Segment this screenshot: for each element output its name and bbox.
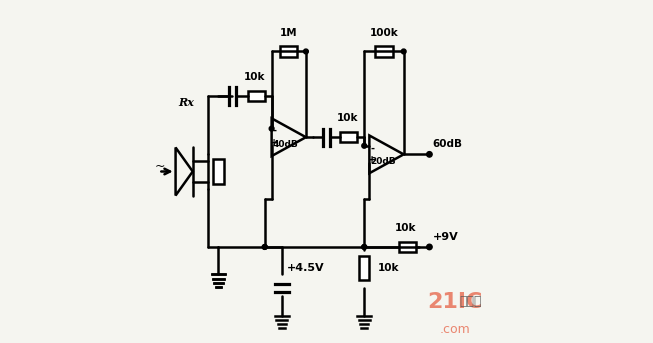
Circle shape: [263, 245, 267, 249]
Text: 20dB: 20dB: [370, 157, 396, 166]
Text: 10k: 10k: [394, 223, 416, 233]
Text: +9V: +9V: [433, 232, 458, 242]
Text: -: -: [272, 126, 276, 136]
Circle shape: [263, 245, 267, 249]
Text: 10k: 10k: [244, 72, 265, 82]
Text: -: -: [370, 143, 374, 153]
Bar: [375, 46, 392, 57]
Circle shape: [362, 143, 366, 148]
Bar: [340, 132, 357, 142]
Text: .com: .com: [439, 323, 471, 336]
Text: 10k: 10k: [336, 114, 358, 123]
Bar: [280, 46, 297, 57]
Text: Rx: Rx: [178, 97, 194, 108]
Bar: [359, 256, 370, 280]
Circle shape: [426, 244, 432, 250]
Circle shape: [426, 152, 432, 157]
Text: ~: ~: [155, 160, 165, 173]
Circle shape: [269, 126, 274, 131]
Circle shape: [362, 245, 366, 249]
Text: 电子网: 电子网: [459, 295, 482, 308]
Circle shape: [304, 49, 308, 54]
Text: 40dB: 40dB: [272, 140, 298, 149]
Bar: [398, 242, 416, 252]
Text: 10k: 10k: [378, 262, 400, 273]
Text: 1M: 1M: [280, 28, 298, 38]
Bar: [214, 159, 223, 184]
Text: +4.5V: +4.5V: [287, 262, 325, 273]
Circle shape: [402, 49, 406, 54]
Text: +: +: [368, 155, 376, 165]
Text: 100k: 100k: [370, 28, 398, 38]
Bar: [247, 91, 264, 101]
Text: 21IC: 21IC: [428, 292, 483, 312]
Text: +: +: [270, 138, 278, 148]
Text: 60dB: 60dB: [433, 139, 463, 149]
Circle shape: [362, 245, 366, 249]
